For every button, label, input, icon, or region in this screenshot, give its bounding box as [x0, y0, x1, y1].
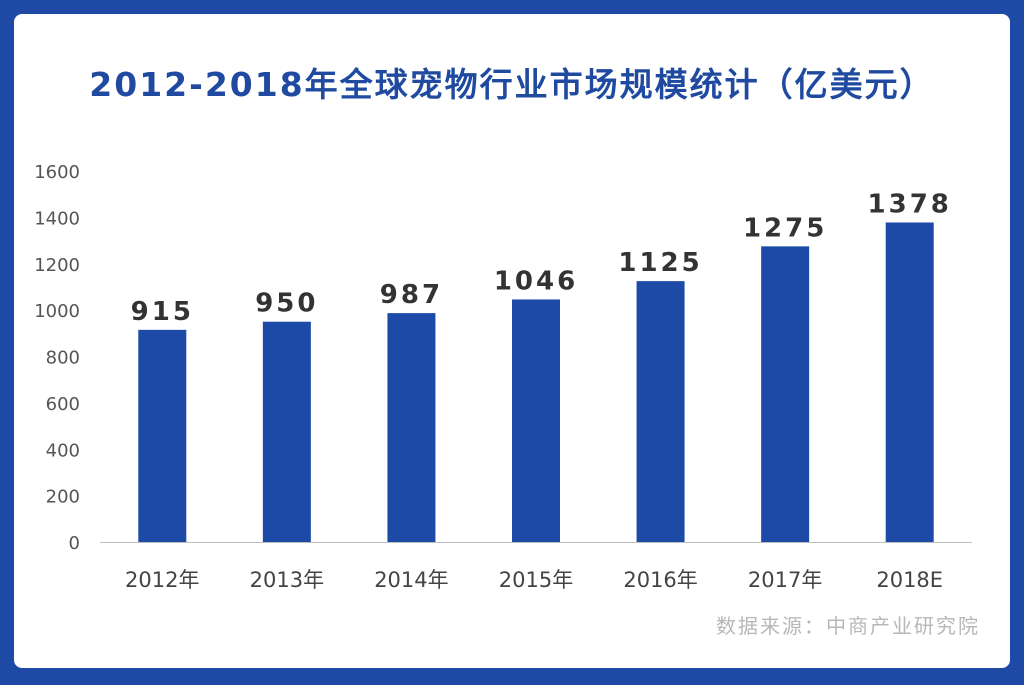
bar — [885, 222, 934, 542]
y-tick-label: 1000 — [34, 301, 80, 322]
x-axis: 2012年 2013年 2014年 2015年 2016年 2017年 2018E — [100, 542, 972, 592]
x-tick-label: 2016年 — [623, 568, 697, 592]
x-tick-label: 2018E — [876, 568, 943, 592]
data-label: 915 — [131, 297, 194, 327]
data-label: 1378 — [868, 189, 952, 219]
y-tick-label: 1200 — [34, 255, 80, 276]
data-label: 1046 — [494, 266, 578, 296]
bar — [262, 321, 311, 542]
y-axis: 0 200 400 600 800 1000 1200 1400 1600 — [34, 162, 80, 554]
bars — [138, 222, 934, 542]
x-tick-label: 2012年 — [125, 568, 199, 592]
y-tick-label: 1400 — [34, 208, 80, 229]
bar — [387, 313, 436, 542]
bar — [636, 281, 685, 542]
bar — [761, 246, 810, 542]
x-tick-label: 2015年 — [499, 568, 573, 592]
chart-title: 2012-2018年全球宠物行业市场规模统计（亿美元） — [89, 65, 935, 104]
y-tick-label: 800 — [46, 348, 80, 369]
bar — [512, 299, 560, 542]
bar — [138, 329, 187, 542]
y-tick-label: 0 — [69, 533, 80, 554]
data-labels: 915 950 987 1046 1125 1275 1378 — [131, 189, 952, 327]
data-source-note: 数据来源：中商产业研究院 — [716, 614, 980, 638]
y-tick-label: 600 — [46, 394, 80, 415]
x-tick-label: 2017年 — [748, 568, 822, 592]
data-label: 1275 — [743, 213, 827, 243]
x-tick-label: 2013年 — [250, 568, 324, 592]
data-label: 950 — [255, 289, 318, 319]
data-label: 1125 — [618, 248, 702, 278]
y-tick-label: 1600 — [34, 162, 80, 183]
y-tick-label: 400 — [46, 440, 80, 461]
y-tick-label: 200 — [46, 487, 80, 508]
x-tick-label: 2014年 — [374, 568, 448, 592]
data-label: 987 — [380, 280, 443, 310]
